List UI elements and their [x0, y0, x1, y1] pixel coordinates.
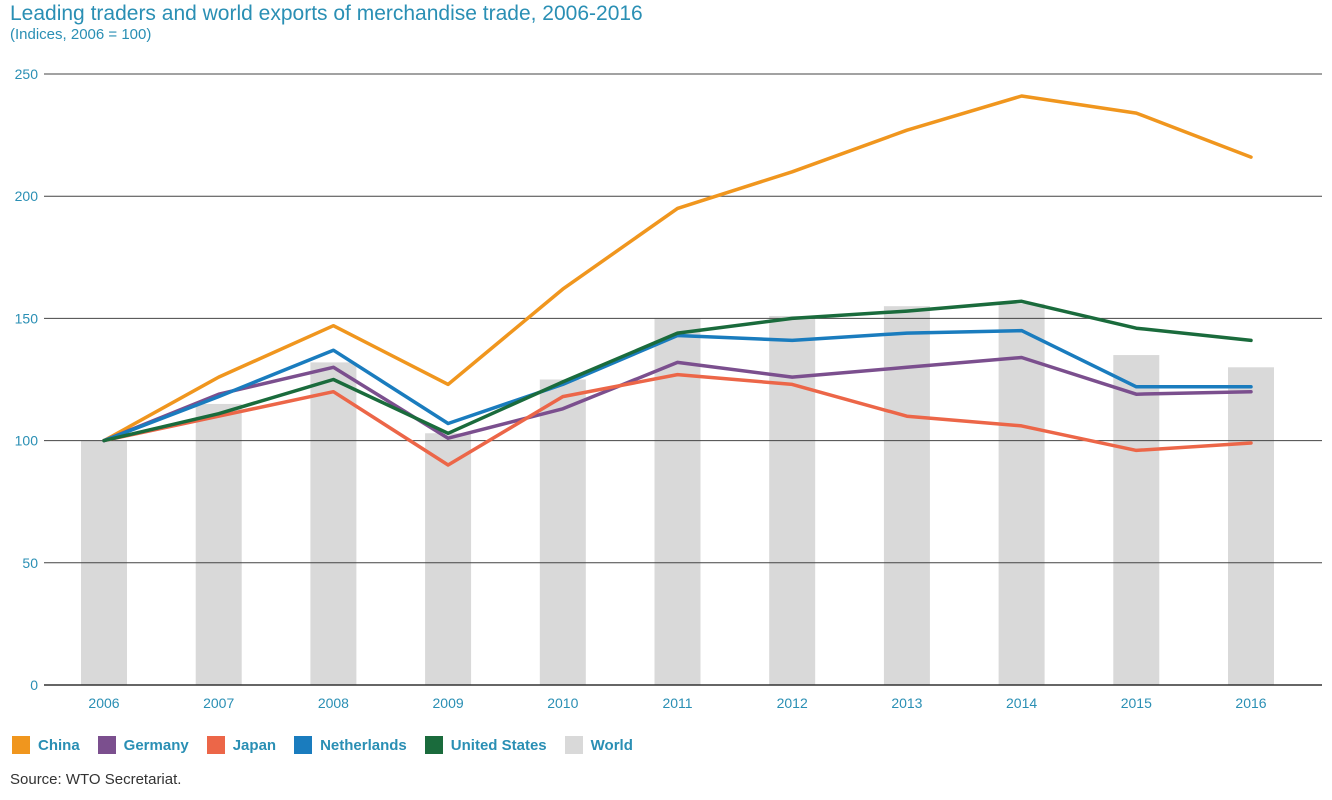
y-tick-label: 0 [30, 677, 38, 693]
y-tick-label: 200 [15, 188, 39, 204]
source-note: Source: WTO Secretariat. [10, 771, 182, 788]
x-tick-label: 2015 [1121, 695, 1152, 711]
x-tick-label: 2012 [777, 695, 808, 711]
series-line-united-states [102, 299, 1253, 443]
legend-item-china: China [12, 736, 80, 754]
x-tick-label: 2009 [433, 695, 464, 711]
chart-plot: 0 50 100 150 200 250 2006 2007 2008 2009 2010 2011 2… [15, 66, 1322, 711]
legend-label-japan: Japan [232, 736, 277, 754]
x-tick-label: 2016 [1235, 695, 1266, 711]
bar-world-2007 [195, 403, 242, 685]
bar-world-2011 [654, 318, 701, 685]
legend-swatch-germany [97, 736, 116, 754]
legend-label-china: China [38, 736, 80, 754]
legend-label-germany: Germany [123, 736, 189, 754]
bar-world-2013 [883, 306, 930, 685]
legend-swatch-japan [206, 736, 225, 754]
legend-swatch-china [12, 736, 30, 754]
y-tick-label: 50 [22, 555, 38, 571]
legend-label-united-states: United States [450, 736, 547, 754]
bar-world-2016 [1228, 367, 1274, 685]
y-tick-label: 100 [15, 433, 39, 449]
legend-swatch-united-states [424, 736, 443, 754]
bar-world-2014 [998, 303, 1045, 685]
y-tick-label: 150 [15, 310, 39, 326]
legend-item-japan: Japan [206, 736, 277, 754]
x-tick-label: 2013 [891, 695, 922, 711]
legend-label-world: World [590, 736, 633, 754]
legend-label-netherlands: Netherlands [320, 736, 407, 754]
x-tick-label: 2010 [547, 695, 578, 711]
x-tick-label: 2008 [318, 695, 349, 711]
bar-world-2008 [310, 362, 357, 685]
legend-item-united-states: United States [424, 736, 547, 754]
y-tick-label: 250 [15, 66, 39, 82]
series-line-china [102, 94, 1253, 443]
bar-world-2010 [539, 379, 586, 685]
chart-subtitle: (Indices, 2006 = 100) [10, 26, 152, 43]
bar-world-2009 [425, 433, 472, 685]
series-line-germany [102, 355, 1253, 443]
x-tick-label: 2007 [203, 695, 234, 711]
x-tick-label: 2011 [662, 695, 692, 711]
x-tick-label: 2006 [88, 695, 119, 711]
legend-swatch-netherlands [294, 736, 313, 754]
x-tick-label: 2014 [1006, 695, 1037, 711]
bar-world-2015 [1113, 355, 1160, 685]
legend-item-netherlands: Netherlands [294, 736, 407, 754]
legend-item-world: World [564, 736, 633, 754]
chart-title: Leading traders and world exports of mer… [10, 2, 643, 25]
legend-item-germany: Germany [97, 736, 189, 754]
legend-swatch-world [564, 736, 583, 754]
series-line-netherlands [102, 328, 1253, 443]
bar-world-2012 [769, 315, 816, 685]
series-line-japan [102, 372, 1253, 467]
chart-legend: China Germany Japan Netherlands United S… [12, 736, 651, 754]
